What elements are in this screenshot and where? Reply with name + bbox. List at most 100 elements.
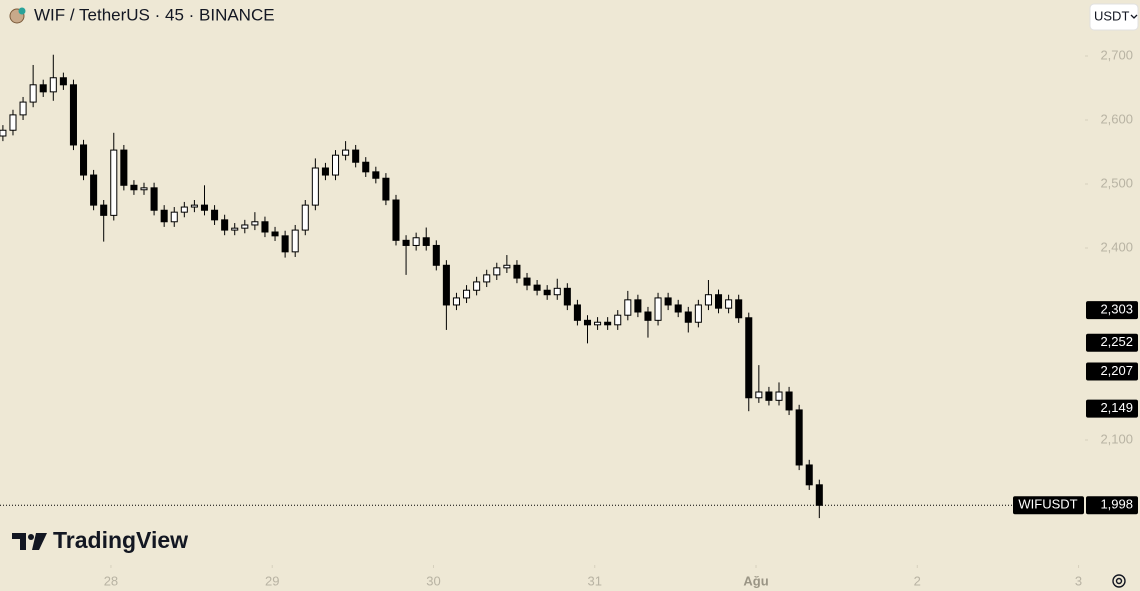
candle-body [795,409,803,466]
candle-body [211,209,219,221]
candle-body [59,77,67,86]
settings-gear-core[interactable] [1115,577,1123,585]
chart-title: WIF / TetherUS · 45 · BINANCE [34,5,275,24]
candle-body [80,144,88,176]
candle-body [664,297,672,306]
price-label-box [1086,333,1138,352]
candle-body [775,391,783,401]
candle-body [110,149,118,216]
candle-body [140,187,148,191]
last-price-box [1086,496,1138,515]
currency-button[interactable] [1089,3,1139,31]
currency-chevron[interactable] [1130,14,1138,19]
candle-body [473,281,481,291]
price-label-box [1086,301,1138,320]
candle-body [392,199,400,241]
candle-body [704,294,712,306]
y-tick-label: 2,400 [1100,239,1133,254]
x-tick-label: 28 [104,573,118,588]
candle-body [543,289,551,296]
candle-body [563,287,571,306]
candle-body [573,304,581,321]
candle-body [382,177,390,201]
price-label: 2,303 [1100,302,1133,317]
candle-body [412,237,420,246]
settings-gear[interactable] [1112,574,1126,588]
candle-body [452,297,460,306]
candle-body [221,219,229,231]
x-tick-label: 2 [914,573,921,588]
candle-body [604,321,612,326]
price-label-box [1086,362,1138,381]
candle-body [594,321,602,326]
price-label: 2,207 [1100,363,1133,378]
candle-body [583,319,592,326]
candle-body [372,171,380,179]
candle-body [291,229,299,253]
candle-body [331,154,340,176]
currency-label[interactable]: USDT [1094,8,1129,23]
logo-mark-dot [28,534,34,540]
candle-body [674,304,682,313]
candle-body [352,149,360,163]
candle-body [402,239,410,246]
symbol-label-box [1013,496,1084,515]
y-tick-label: 2,600 [1100,111,1133,126]
candle-body [271,231,279,237]
x-tick-label: 30 [426,573,440,588]
candle-body [503,264,511,269]
candle-body [745,317,753,399]
candle-body [785,391,793,411]
candle-body [150,187,158,211]
candle-body [231,227,239,231]
x-tick-label: 31 [588,573,602,588]
x-tick-label: 3 [1075,573,1082,588]
brand-logo [12,533,47,550]
candle-body [513,264,521,279]
candle-body [90,174,98,206]
candle-body [644,311,652,321]
candle-body [362,161,370,173]
candle-body [100,204,108,216]
last-price-label: 1,998 [1100,497,1133,512]
candle-body [442,264,450,306]
candle-body [634,299,642,313]
candle-body [281,235,289,253]
candle-body [120,149,128,186]
candle-body [301,204,309,231]
x-tick-label: 29 [265,573,279,588]
symbol-label: WIFUSDT [1018,497,1077,512]
candle-body [180,206,188,213]
candle-body [463,289,471,299]
price-label-box [1086,399,1138,418]
symbol-icon-badge [18,7,26,15]
x-tick-label: Ağu [743,573,768,588]
candle-body [311,167,319,206]
candle-body [714,294,723,309]
candle-body [805,464,813,486]
candle-body [533,284,541,291]
candle-body [160,209,168,223]
candle-body [200,204,209,211]
y-tick-label: 2,100 [1100,431,1133,446]
candle-body [170,211,178,223]
candle-body [69,84,77,146]
candle-body [422,237,430,246]
candle-body [523,277,531,286]
logo-mark [12,533,26,550]
candle-body [9,114,17,131]
candle-body [261,221,269,233]
candle-body [735,299,743,319]
candle-body [29,84,37,103]
price-label: 2,252 [1100,334,1133,349]
settings-icon[interactable] [1112,574,1126,588]
candle-body [39,84,47,93]
candle-body [190,204,198,208]
candle-body [19,101,27,116]
candle-body [0,129,7,137]
candle-body [130,184,138,191]
candle-body [432,244,440,266]
price-label: 2,149 [1100,400,1133,415]
